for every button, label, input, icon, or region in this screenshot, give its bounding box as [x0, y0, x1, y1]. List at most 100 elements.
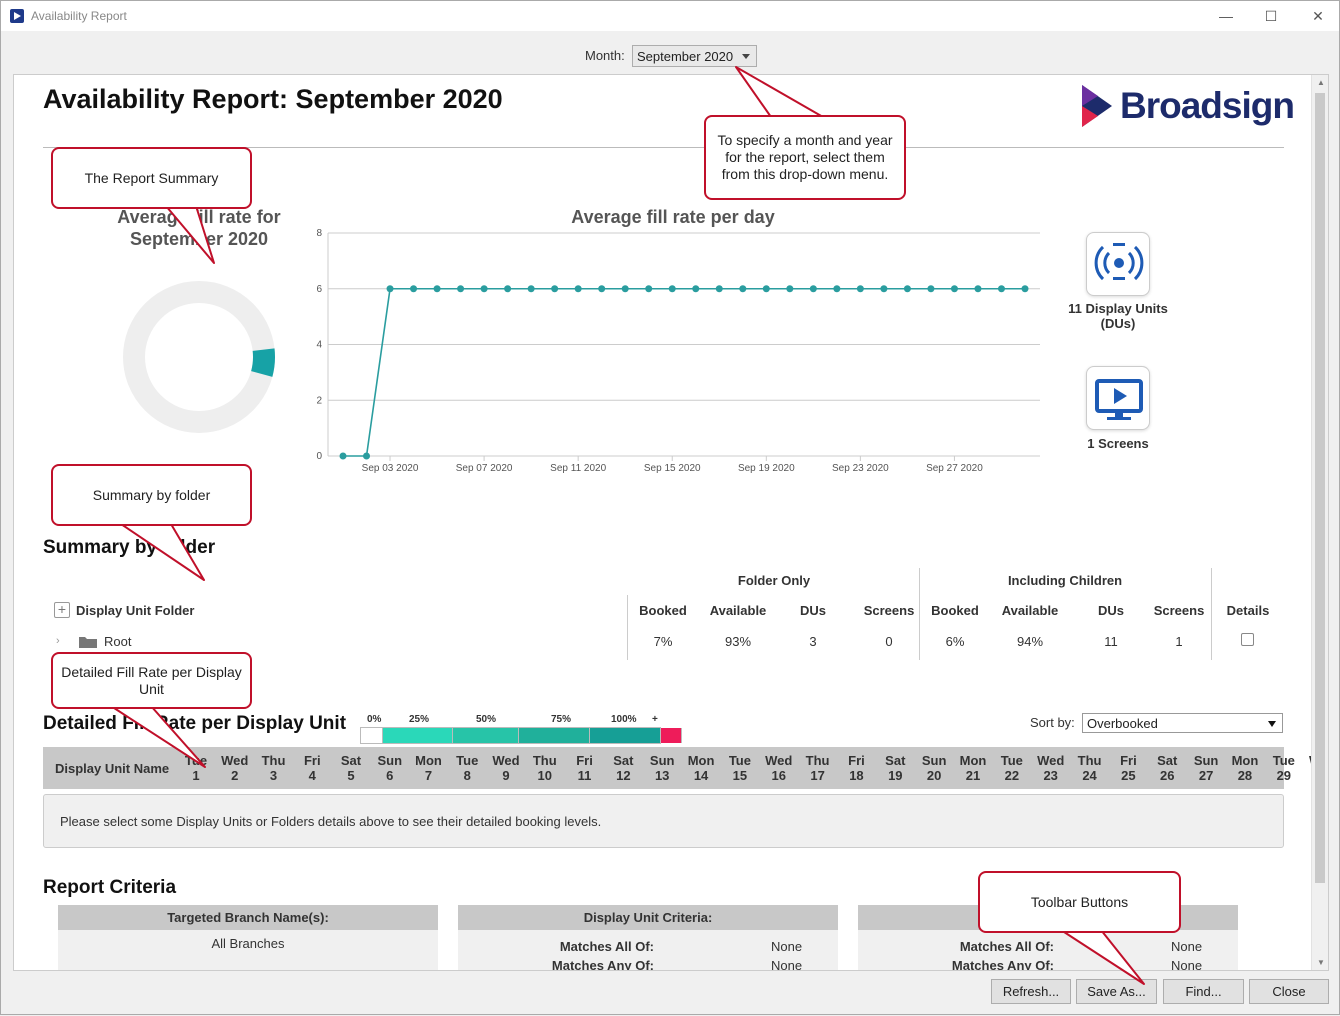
- detailed-title: Detailed Fill Rate per Display Unit: [43, 713, 347, 734]
- data-point: [927, 285, 935, 293]
- branch-criteria-value: All Branches: [211, 936, 285, 951]
- matches-all-label: Matches All Of:: [959, 939, 1054, 954]
- legend-swatch: [383, 728, 453, 743]
- expand-all-icon[interactable]: +: [54, 602, 70, 618]
- data-point: [386, 285, 394, 293]
- matches-all-value: None: [1171, 939, 1203, 954]
- data-point: [527, 285, 535, 293]
- vertical-scrollbar[interactable]: ▲ ▼: [1311, 75, 1328, 970]
- summary-cell: 11: [1104, 634, 1118, 649]
- calendar-day-header: Mon 28: [1231, 753, 1259, 783]
- including-children-header: Including Children: [1007, 573, 1123, 588]
- data-point: [410, 285, 418, 293]
- title-bar: Availability Report — ☐ ✕: [1, 1, 1339, 31]
- du-criteria-box: Display Unit Criteria: Matches All Of: N…: [458, 905, 838, 970]
- data-point: [762, 285, 770, 293]
- monitor-play-icon: [1095, 379, 1143, 420]
- calendar-day-header: Tue 8: [456, 753, 479, 783]
- summary-column-header: Screens: [863, 603, 915, 618]
- display-unit-name-header: Display Unit Name: [55, 761, 170, 776]
- calendar-day-header: Mon 21: [959, 753, 987, 783]
- x-tick-label: Sep 07 2020: [456, 463, 513, 473]
- calendar-day-header: Tue 1: [184, 753, 208, 783]
- column-separator: [919, 568, 920, 660]
- refresh-button[interactable]: Refresh...: [991, 979, 1071, 1004]
- summary-cell: 93%: [724, 634, 752, 649]
- fill-rate-line-chart: Average fill rate per day 0 2 4 6 8 Sep 03 20…: [316, 207, 1040, 473]
- data-point: [480, 285, 488, 293]
- data-point: [363, 452, 371, 460]
- display-units-count: 11 Display Units (DUs): [1058, 301, 1178, 331]
- legend-swatch: [361, 728, 383, 743]
- display-units-text: 11 Display Units: [1068, 301, 1168, 316]
- folder-row-root[interactable]: Root: [104, 634, 132, 649]
- maximize-button[interactable]: ☐: [1264, 8, 1278, 24]
- chevron-right-icon[interactable]: ›: [56, 635, 60, 647]
- data-point: [880, 285, 888, 293]
- sort-by-dropdown[interactable]: Overbooked: [1082, 713, 1283, 733]
- calendar-day-header: Thu 10: [532, 753, 557, 783]
- details-checkbox[interactable]: [1241, 633, 1254, 646]
- broadcast-icon: [1094, 243, 1144, 281]
- y-tick-label: 6: [316, 284, 322, 295]
- app-icon: [10, 9, 24, 23]
- calendar-header: Display Unit Name Tue 1 Wed 2 Thu 3 Fri 4 Sat 5 Su…: [43, 747, 1328, 789]
- calendar-day-header: Mon 7: [415, 753, 442, 783]
- x-tick-label: Sep 15 2020: [644, 463, 701, 473]
- summary-title: Summary by folder: [43, 537, 216, 558]
- calendar-day-header: Fri 18: [848, 753, 865, 783]
- chevron-down-icon: [742, 54, 750, 59]
- calendar-day-header: Sun 13: [649, 753, 675, 783]
- calendar-day-header: Tue 22: [1000, 753, 1023, 783]
- summary-callout: The Report Summary: [51, 147, 252, 209]
- data-point: [903, 285, 911, 293]
- selection-notice: Please select some Display Units or Fold…: [43, 794, 1284, 848]
- donut-title: Average fill rate for September 2020: [94, 206, 304, 250]
- data-point: [739, 285, 747, 293]
- legend-swatch: [661, 728, 682, 743]
- scroll-up-icon[interactable]: ▲: [1317, 78, 1325, 87]
- calendar-day-header: Thu 3: [261, 753, 286, 783]
- close-button[interactable]: Close: [1249, 979, 1329, 1004]
- x-tick-label: Sep 03 2020: [362, 463, 419, 473]
- report-view: Availability Report: September 2020 Broa…: [13, 74, 1329, 971]
- calendar-day-header: Wed 2: [221, 753, 249, 783]
- x-tick-label: Sep 27 2020: [926, 463, 983, 473]
- window-title: Availability Report: [31, 9, 127, 23]
- donut-title-line1: Average fill rate for: [117, 207, 281, 227]
- minimize-button[interactable]: —: [1219, 8, 1233, 24]
- report-criteria-title: Report Criteria: [43, 877, 177, 898]
- data-point: [715, 285, 723, 293]
- save-as-button[interactable]: Save As...: [1076, 979, 1157, 1004]
- data-point: [574, 285, 582, 293]
- data-point: [339, 452, 347, 460]
- donut-track: [123, 281, 275, 433]
- data-point: [692, 285, 700, 293]
- calendar-day-header: Sun 27: [1193, 753, 1219, 783]
- folder-icon: [79, 635, 97, 648]
- month-dropdown[interactable]: September 2020: [632, 45, 757, 67]
- legend-label: 75%: [551, 714, 572, 725]
- close-window-button[interactable]: ✕: [1312, 8, 1324, 24]
- data-point: [809, 285, 817, 293]
- find-button[interactable]: Find...: [1163, 979, 1244, 1004]
- fill-rate-donut: [123, 281, 275, 433]
- branch-criteria-header: Targeted Branch Name(s):: [58, 905, 438, 930]
- folder-only-header: Folder Only: [737, 573, 811, 588]
- calendar-day-header: Tue 29: [1272, 753, 1295, 783]
- branch-criteria-box: Targeted Branch Name(s): All Branches: [58, 905, 438, 970]
- y-tick-label: 2: [316, 395, 322, 406]
- toolbar-callout: Toolbar Buttons: [978, 871, 1181, 933]
- data-point: [833, 285, 841, 293]
- month-callout: To specify a month and year for the repo…: [704, 115, 906, 200]
- legend-label: 0%: [367, 714, 382, 725]
- scroll-thumb[interactable]: [1315, 93, 1325, 883]
- calendar-day-header: Sat 26: [1157, 753, 1178, 783]
- calendar-day-header: Fri 11: [576, 753, 593, 783]
- calendar-day-header: Fri 25: [1120, 753, 1137, 783]
- donut-title-line2: September 2020: [129, 229, 269, 249]
- legend-swatch: [519, 728, 590, 743]
- data-point: [621, 285, 629, 293]
- scroll-down-icon[interactable]: ▼: [1317, 958, 1325, 967]
